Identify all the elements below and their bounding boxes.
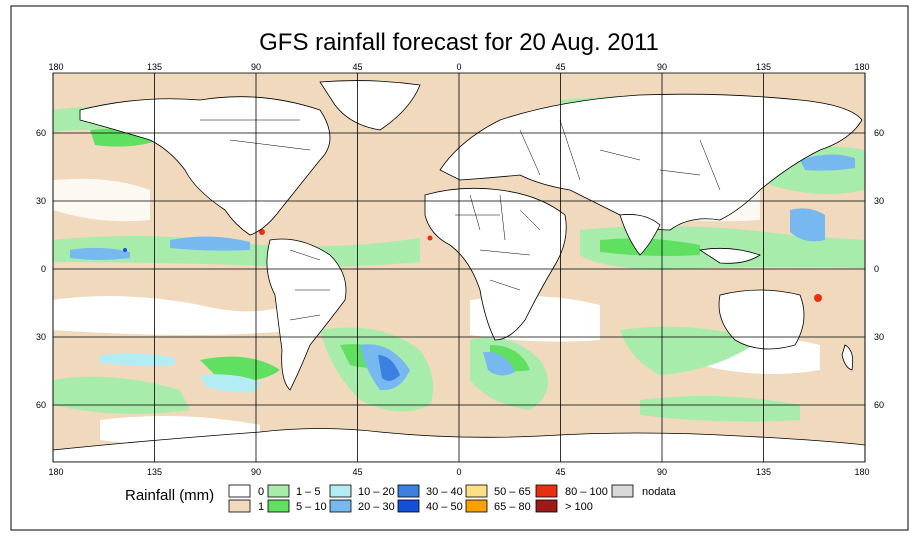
legend-swatch [228,484,251,498]
new-zealand [841,344,854,371]
lat-tick: 60 [874,400,884,410]
lon-tick: 90 [657,467,667,477]
lat-tick: 30 [36,196,46,206]
legend-item-label: 80 – 100 [565,486,608,498]
legend-item-label: 40 – 50 [426,501,463,513]
lat-tick: 30 [874,332,884,342]
legend-swatch [267,484,290,498]
lon-tick: 0 [456,467,461,477]
lon-tick: 0 [456,62,461,72]
lon-tick: 90 [251,467,261,477]
legend-swatch [228,499,251,513]
lon-tick: 45 [352,467,362,477]
lat-tick: 0 [874,264,879,274]
north-america [79,96,331,236]
lat-tick: 60 [36,400,46,410]
lat-tick: 30 [874,196,884,206]
lat-ticks-left: 60 30 0 30 60 [36,128,46,410]
legend-item-label: 5 – 10 [296,501,327,513]
greenland [319,80,421,131]
lon-tick: 135 [756,467,771,477]
australia [718,289,805,350]
legend-swatch [267,499,290,513]
graticule [52,72,866,463]
legend-item-label: 1 – 5 [296,486,320,498]
legend-swatch [329,484,352,498]
india [619,214,661,256]
lon-ticks-bottom: 180 135 90 45 0 45 90 135 180 [48,467,869,477]
lon-tick: 90 [657,62,667,72]
lon-tick: 180 [854,467,869,477]
lon-tick: 180 [854,62,869,72]
legend-swatch [535,499,558,513]
legend-swatch [465,484,488,498]
south-america [266,238,347,391]
legend-item-label: 10 – 20 [358,486,395,498]
lat-tick: 60 [874,128,884,138]
legend-item-label: 1 [258,501,264,513]
borders [200,119,721,321]
legend-item-label: 0 [258,486,264,498]
legend-swatch [397,499,420,513]
lon-tick: 135 [147,467,162,477]
legend-swatch [611,484,634,498]
lat-tick: 60 [36,128,46,138]
legend-item-label: nodata [642,486,677,498]
lon-tick: 135 [147,62,162,72]
lat-tick: 30 [36,332,46,342]
legend-swatch [397,484,420,498]
lon-tick: 45 [555,62,565,72]
lon-ticks-top: 180 135 90 45 0 45 90 135 180 [48,62,869,72]
legend-item-label: 20 – 30 [358,501,395,513]
legend-swatch [329,499,352,513]
legend-item-label: > 100 [565,501,593,513]
lon-tick: 45 [352,62,362,72]
lon-tick: 135 [756,62,771,72]
legend-swatch [535,484,558,498]
lon-tick: 180 [48,62,63,72]
legend-item-label: 30 – 40 [426,486,463,498]
legend-swatch [465,499,488,513]
lon-tick: 90 [251,62,261,72]
eurasia [439,93,863,231]
legend-title: Rainfall (mm) [125,487,214,504]
lon-tick: 180 [48,467,63,477]
map-panel [52,72,866,463]
legend-item-label: 50 – 65 [494,486,531,498]
indonesia [698,247,761,264]
lon-tick: 45 [555,467,565,477]
lat-ticks-right: 60 30 0 30 60 [874,128,884,410]
map-title: GFS rainfall forecast for 20 Aug. 2011 [259,29,659,56]
lat-tick: 0 [41,264,46,274]
legend-item-label: 65 – 80 [494,501,531,513]
legend: Rainfall (mm) 0 1 1 – 5 5 – 10 10 – 20 2… [125,484,677,513]
